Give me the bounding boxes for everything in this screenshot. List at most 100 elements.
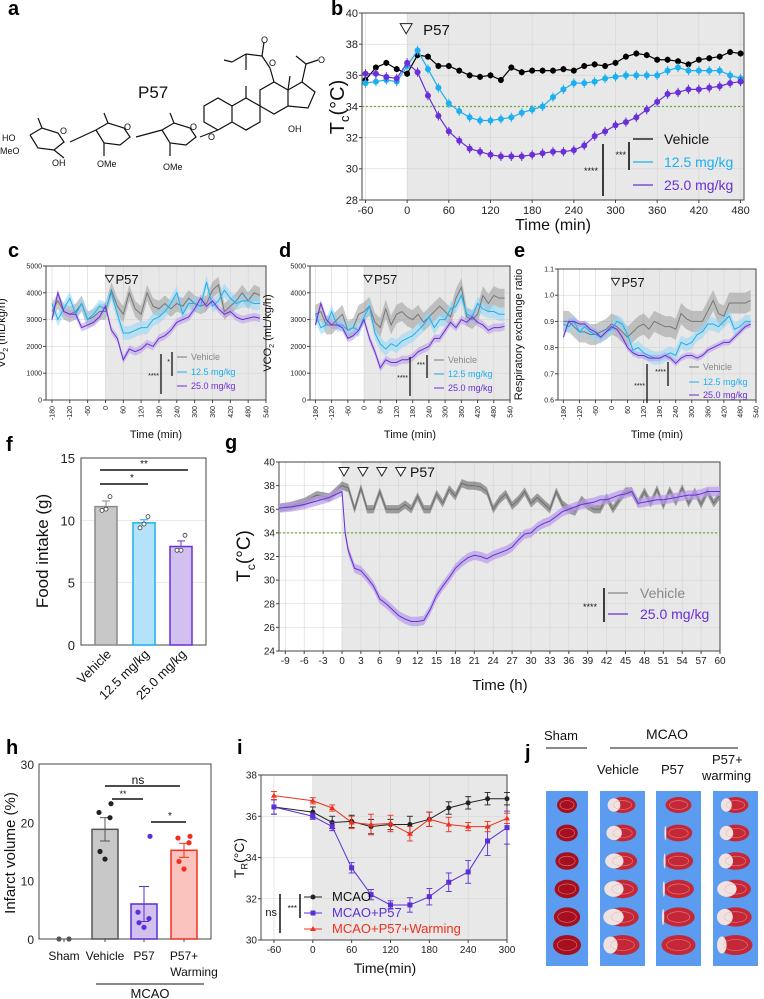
data-point [497, 115, 504, 122]
y-tick-label: 36 [246, 812, 258, 823]
data-point [581, 142, 588, 149]
y-tick-label: 26 [264, 623, 276, 634]
data-point [445, 100, 452, 107]
x-axis-label: Time (min) [631, 429, 683, 441]
x-tick-label: 180 [421, 945, 438, 956]
data-point [465, 800, 471, 806]
x-tick-label: 240 [426, 406, 433, 418]
injection-marker-icon [394, 467, 407, 477]
series-line-2 [562, 320, 751, 365]
y-tick-label: 0 [27, 933, 34, 947]
data-point [404, 59, 411, 66]
brain-slice [663, 852, 694, 870]
x-tick-label: 480 [731, 205, 749, 217]
y-axis-label: Food intake (g) [33, 494, 52, 608]
y-tick-label: 24 [264, 647, 276, 658]
x-tick-label: 540 [263, 406, 270, 418]
x-axis-label: Time(min) [354, 960, 416, 976]
data-point [108, 801, 114, 807]
x-tick-label: 240 [460, 945, 477, 956]
data-point [435, 112, 442, 119]
data-point [362, 80, 369, 87]
x-tick-label: 0 [609, 406, 616, 410]
data-point [675, 89, 682, 96]
data-point [329, 805, 336, 810]
slice-detail [611, 855, 634, 867]
x-tick-label: 120 [382, 945, 399, 956]
x-tick-label: 240 [673, 406, 680, 418]
data-point [445, 62, 452, 69]
legend-entry: Vehicle [640, 585, 685, 601]
data-point [685, 61, 692, 68]
data-point [445, 821, 452, 827]
y-tick-label: 30 [264, 576, 276, 587]
slice-detail [724, 883, 747, 895]
x-tick-label: 360 [705, 406, 712, 418]
data-point [407, 822, 413, 827]
data-point [685, 86, 692, 93]
data-point [591, 61, 598, 68]
x-category-label: Vehicle [86, 949, 125, 963]
data-point [508, 153, 515, 160]
plot-frame [38, 763, 212, 940]
slice-detail [558, 855, 576, 867]
significance-label: **** [148, 373, 159, 380]
slice-detail [669, 800, 688, 810]
significance-label: *** [288, 904, 297, 913]
y-tick-label: 1.1 [544, 266, 554, 273]
o-label-3: O [190, 122, 197, 132]
y-tick-label: 40 [264, 458, 276, 469]
legend-entry: 12.5 mg/kg [703, 377, 748, 387]
brain-slice [555, 852, 579, 870]
injection-marker-icon [399, 23, 414, 35]
data-point [414, 69, 421, 76]
y-tick-label: 34 [346, 101, 358, 113]
data-point [393, 75, 400, 82]
data-point [424, 92, 431, 99]
y-tick-label: 38 [246, 771, 258, 782]
data-point [539, 150, 546, 157]
injection-marker-icon [375, 467, 388, 477]
legend-marker [310, 926, 316, 931]
y-tick-label: 5000 [26, 263, 42, 270]
data-point [737, 78, 744, 85]
data-point [529, 151, 536, 158]
x-tick-label: 300 [606, 205, 624, 217]
slice-detail [666, 911, 691, 923]
infarct-region [717, 881, 737, 897]
significance-label: * [130, 473, 134, 484]
slice-detail [613, 800, 632, 810]
y-tick-label: 0 [302, 397, 306, 404]
data-point [426, 894, 432, 900]
data-point [664, 67, 671, 74]
x-tick-label: -120 [329, 406, 336, 420]
data-point [654, 56, 661, 63]
x-tick-label: -6 [300, 656, 309, 667]
data-point [654, 98, 661, 105]
data-point [504, 825, 510, 831]
x-tick-label: -60 [593, 406, 600, 416]
data-point [643, 106, 650, 113]
x-tick-label: 120 [394, 406, 401, 418]
x-tick-label: -180 [49, 406, 56, 420]
infarct-region [607, 798, 621, 812]
series-band-0 [279, 479, 720, 516]
data-point [737, 50, 744, 57]
data-point [706, 67, 713, 74]
slice-detail [559, 828, 575, 838]
data-point [550, 148, 556, 155]
data-point [465, 823, 472, 829]
x-tick-label: 420 [228, 406, 235, 418]
brain-slice [662, 907, 695, 927]
data-point [716, 83, 723, 90]
data-point [560, 86, 567, 93]
x-tick-label: 24 [488, 656, 500, 667]
x-tick-label: 39 [582, 656, 594, 667]
y-tick-label: 2000 [26, 344, 42, 351]
significance-label: * [168, 811, 172, 822]
legend-entry: 12.5 mg/kg [664, 154, 733, 170]
x-tick-label: 3 [358, 656, 364, 667]
data-point [539, 67, 546, 74]
